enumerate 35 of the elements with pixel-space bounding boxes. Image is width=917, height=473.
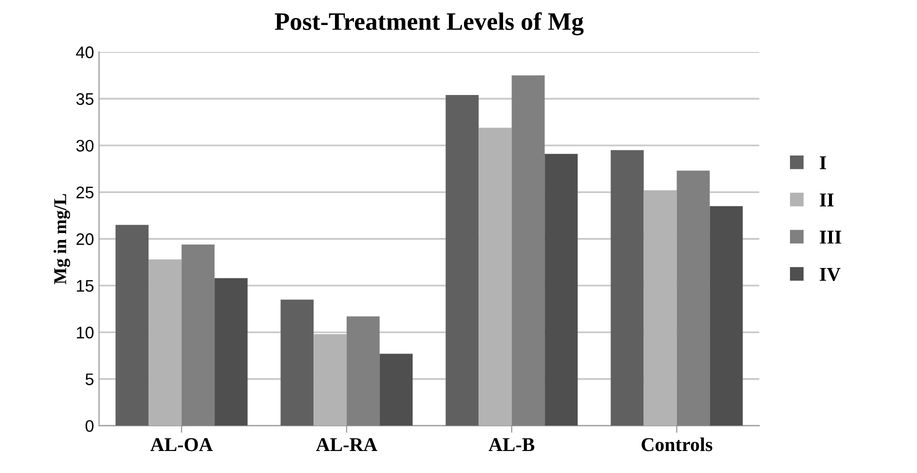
y-tick-label: 25 xyxy=(76,186,94,198)
x-tick-label: AL-B xyxy=(488,438,534,452)
bar xyxy=(512,75,545,426)
bar xyxy=(314,334,347,426)
x-tick-label: AL-OA xyxy=(150,438,213,452)
bar xyxy=(116,224,149,426)
y-tick-label: 10 xyxy=(76,326,94,338)
bar xyxy=(610,150,644,426)
y-tick-label: 30 xyxy=(76,140,94,152)
bar xyxy=(446,95,479,426)
x-tick-label: AL-RA xyxy=(316,438,378,451)
legend-label: IV xyxy=(820,268,841,282)
legend-label: III xyxy=(820,230,842,244)
bar xyxy=(280,300,314,426)
bar xyxy=(182,244,215,426)
y-axis-title: Mg in mg/L xyxy=(54,194,70,284)
bar xyxy=(148,259,182,426)
y-tick-label: 5 xyxy=(86,374,94,386)
y-tick-label: 40 xyxy=(76,46,94,58)
y-tick-label: 0 xyxy=(86,420,94,432)
bar xyxy=(214,278,248,426)
y-tick-label: 20 xyxy=(76,233,94,246)
bar xyxy=(346,316,380,426)
x-tick-label: Controls xyxy=(642,438,712,452)
legend-label: I xyxy=(820,156,826,170)
bar xyxy=(676,170,710,426)
y-tick-label: 15 xyxy=(76,280,94,292)
legend-label: II xyxy=(820,194,834,206)
chart-title: Post-Treatment Levels of Mg xyxy=(274,12,584,36)
bar xyxy=(710,206,743,426)
bar xyxy=(644,190,677,426)
bar xyxy=(544,154,578,426)
y-tick-label: 35 xyxy=(76,93,94,105)
bar xyxy=(478,128,512,426)
bar xyxy=(380,354,413,426)
